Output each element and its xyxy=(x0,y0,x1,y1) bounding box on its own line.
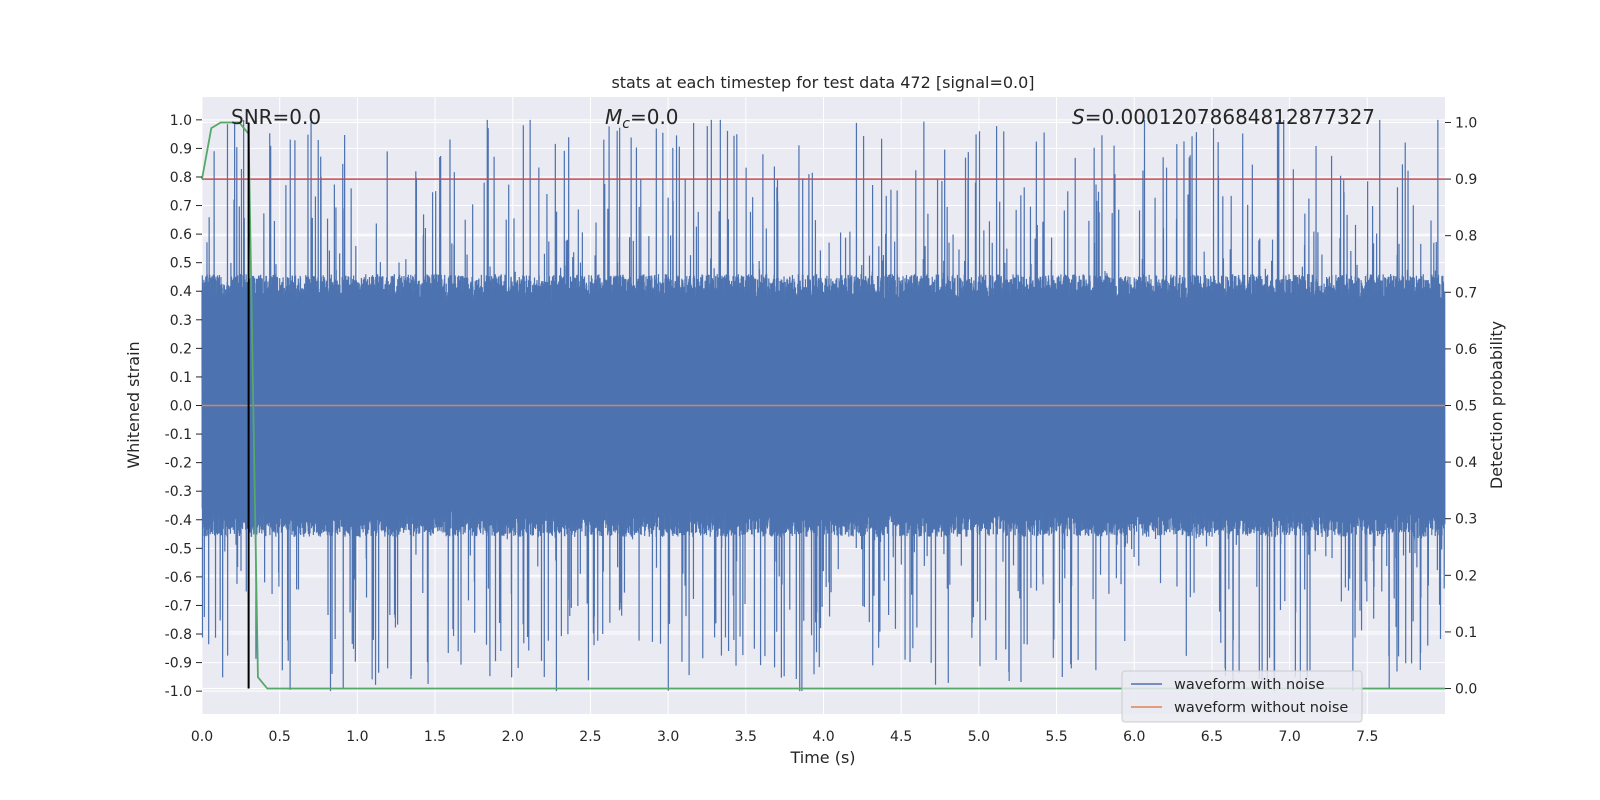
right-tick-label: 0.9 xyxy=(1455,172,1477,188)
mc-annotation: Mc=0.0 xyxy=(605,105,679,132)
x-axis-ticks: 0.0 0.5 1.0 1.5 2.0 2.5 3.0 3.5 4.0 4.5 5.0 5.5 6.0 6… xyxy=(191,729,1379,745)
right-tick-label: 0.3 xyxy=(1455,512,1477,528)
left-tick-label: 0.2 xyxy=(170,341,192,357)
mc-value: =0.0 xyxy=(630,105,679,129)
right-axis-label: Detection probability xyxy=(1487,321,1506,489)
x-tick-label: 3.5 xyxy=(735,729,757,745)
s-value: =0.00012078684812877327 xyxy=(1085,105,1375,129)
right-axis-ticks: 1.0 0.9 0.8 0.7 0.6 0.5 0.4 0.3 0.2 0.1 0.0 xyxy=(1445,115,1477,698)
left-tick-label: 1.0 xyxy=(170,113,192,129)
right-tick-label: 0.2 xyxy=(1455,568,1477,584)
left-axis-label: Whitened strain xyxy=(124,341,143,468)
x-tick-label: 7.5 xyxy=(1356,729,1378,745)
x-tick-label: 0.0 xyxy=(191,729,213,745)
legend: waveform with noise waveform without noi… xyxy=(1121,670,1363,723)
x-tick-label: 0.5 xyxy=(269,729,291,745)
legend-label-noisy: waveform with noise xyxy=(1174,677,1325,693)
left-tick-label: 0.6 xyxy=(170,227,192,243)
x-tick-label: 5.0 xyxy=(968,729,990,745)
right-tick-label: 0.6 xyxy=(1455,342,1477,358)
right-tick-label: 0.8 xyxy=(1455,229,1477,245)
x-tick-label: 4.0 xyxy=(812,729,834,745)
left-tick-label: -0.7 xyxy=(165,598,192,614)
right-tick-label: 0.4 xyxy=(1455,455,1477,471)
left-tick-label: -0.8 xyxy=(165,627,192,643)
x-tick-label: 3.0 xyxy=(657,729,679,745)
left-tick-label: -0.1 xyxy=(165,427,192,443)
left-tick-label: 0.3 xyxy=(170,313,192,329)
x-tick-label: 2.5 xyxy=(579,729,601,745)
x-tick-label: 1.5 xyxy=(424,729,446,745)
snr-annotation: SNR=0.0 xyxy=(231,105,321,129)
left-tick-label: 0.7 xyxy=(170,199,192,215)
legend-box xyxy=(1121,670,1363,723)
x-tick-label: 6.5 xyxy=(1201,729,1223,745)
series-waveform-with-noise xyxy=(201,119,1446,692)
x-tick-label: 2.0 xyxy=(502,729,524,745)
mc-symbol: M xyxy=(605,105,622,129)
left-tick-label: -0.5 xyxy=(165,541,192,557)
left-tick-label: -1.0 xyxy=(165,684,192,700)
x-axis-label: Time (s) xyxy=(789,748,855,767)
left-tick-label: -0.9 xyxy=(165,656,192,672)
right-tick-label: 0.1 xyxy=(1455,625,1477,641)
series-detection-probability xyxy=(201,121,1445,690)
data-layer xyxy=(201,119,1446,692)
legend-label-clean: waveform without noise xyxy=(1174,700,1348,716)
right-tick-label: 1.0 xyxy=(1455,115,1477,131)
left-tick-label: -0.4 xyxy=(165,513,192,529)
left-axis-ticks: 1.0 0.9 0.8 0.7 0.6 0.5 0.4 0.3 0.2 0.1 0.0 -0.1 -0.… xyxy=(165,113,202,700)
x-tick-label: 7.0 xyxy=(1278,729,1300,745)
left-tick-label: -0.6 xyxy=(165,570,192,586)
right-tick-label: 0.5 xyxy=(1455,399,1477,415)
left-tick-label: 0.0 xyxy=(170,399,192,415)
left-tick-label: -0.3 xyxy=(165,484,192,500)
x-tick-label: 5.5 xyxy=(1045,729,1067,745)
mc-subscript: c xyxy=(622,116,630,132)
x-tick-label: 1.0 xyxy=(346,729,368,745)
chart-title: stats at each timestep for test data 472… xyxy=(611,73,1034,92)
left-tick-label: -0.2 xyxy=(165,456,192,472)
right-tick-label: 0.7 xyxy=(1455,285,1477,301)
s-symbol: S xyxy=(1072,105,1085,129)
left-tick-label: 0.1 xyxy=(170,370,192,386)
left-tick-label: 0.4 xyxy=(170,284,192,300)
x-tick-label: 4.5 xyxy=(890,729,912,745)
right-tick-label: 0.0 xyxy=(1455,682,1477,698)
s-annotation: S=0.00012078684812877327 xyxy=(1072,105,1375,129)
left-tick-label: 0.8 xyxy=(170,170,192,186)
x-tick-label: 6.0 xyxy=(1123,729,1145,745)
left-tick-label: 0.9 xyxy=(170,141,192,157)
left-tick-label: 0.5 xyxy=(170,256,192,272)
